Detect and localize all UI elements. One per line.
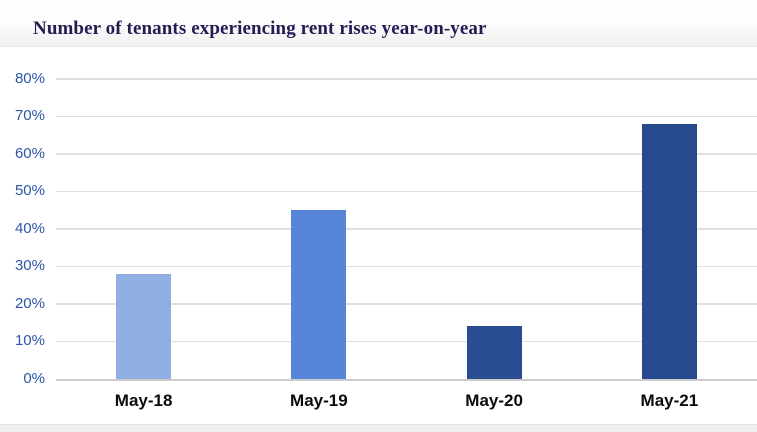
y-tick-label-30: 30% <box>14 257 45 275</box>
gridline-20 <box>56 303 757 305</box>
y-tick-label-40: 40% <box>14 219 45 237</box>
gridline-30 <box>56 265 757 268</box>
x-axis-labels: May-18 May-19 May-20 May-21 <box>56 391 757 411</box>
bar-slot-may-18 <box>56 48 231 379</box>
page-background-strip <box>0 424 757 432</box>
bar-may-21 <box>641 123 697 379</box>
x-tick-label-may-19: May-19 <box>290 391 348 410</box>
y-tick-label-70: 70% <box>14 107 45 125</box>
bar-series <box>56 48 757 379</box>
bar-slot-may-19 <box>231 48 406 379</box>
gridline-80 <box>56 78 757 80</box>
y-tick-label-50: 50% <box>14 182 45 200</box>
bar-may-20 <box>466 326 522 379</box>
x-axis-baseline <box>56 379 757 381</box>
bar-slot-may-21 <box>582 48 757 379</box>
bar-may-19 <box>291 209 347 379</box>
plot-area: 0% 10% 20% 30% 40% 50% 60% 70% 80% May-18 May-19 M… <box>0 48 757 432</box>
x-tick-label-may-20: May-20 <box>465 391 523 410</box>
chart-title: Number of tenants experiencing rent rise… <box>33 18 487 39</box>
y-tick-label-80: 80% <box>14 69 45 87</box>
gridline-60 <box>56 153 757 155</box>
chart-header: Number of tenants experiencing rent rise… <box>0 0 757 47</box>
x-tick-label-may-18: May-18 <box>114 391 173 410</box>
y-tick-label-0: 0% <box>23 370 45 387</box>
y-tick-label-10: 10% <box>14 332 45 350</box>
x-tick-label-may-21: May-21 <box>640 391 699 410</box>
gridline-50 <box>56 190 757 193</box>
bar-may-18 <box>116 273 172 379</box>
y-tick-label-60: 60% <box>14 144 45 162</box>
y-tick-label-20: 20% <box>14 294 45 312</box>
bar-slot-may-20 <box>407 48 582 379</box>
gridline-70 <box>56 115 757 118</box>
gridline-10 <box>56 340 757 343</box>
gridline-40 <box>56 228 757 230</box>
